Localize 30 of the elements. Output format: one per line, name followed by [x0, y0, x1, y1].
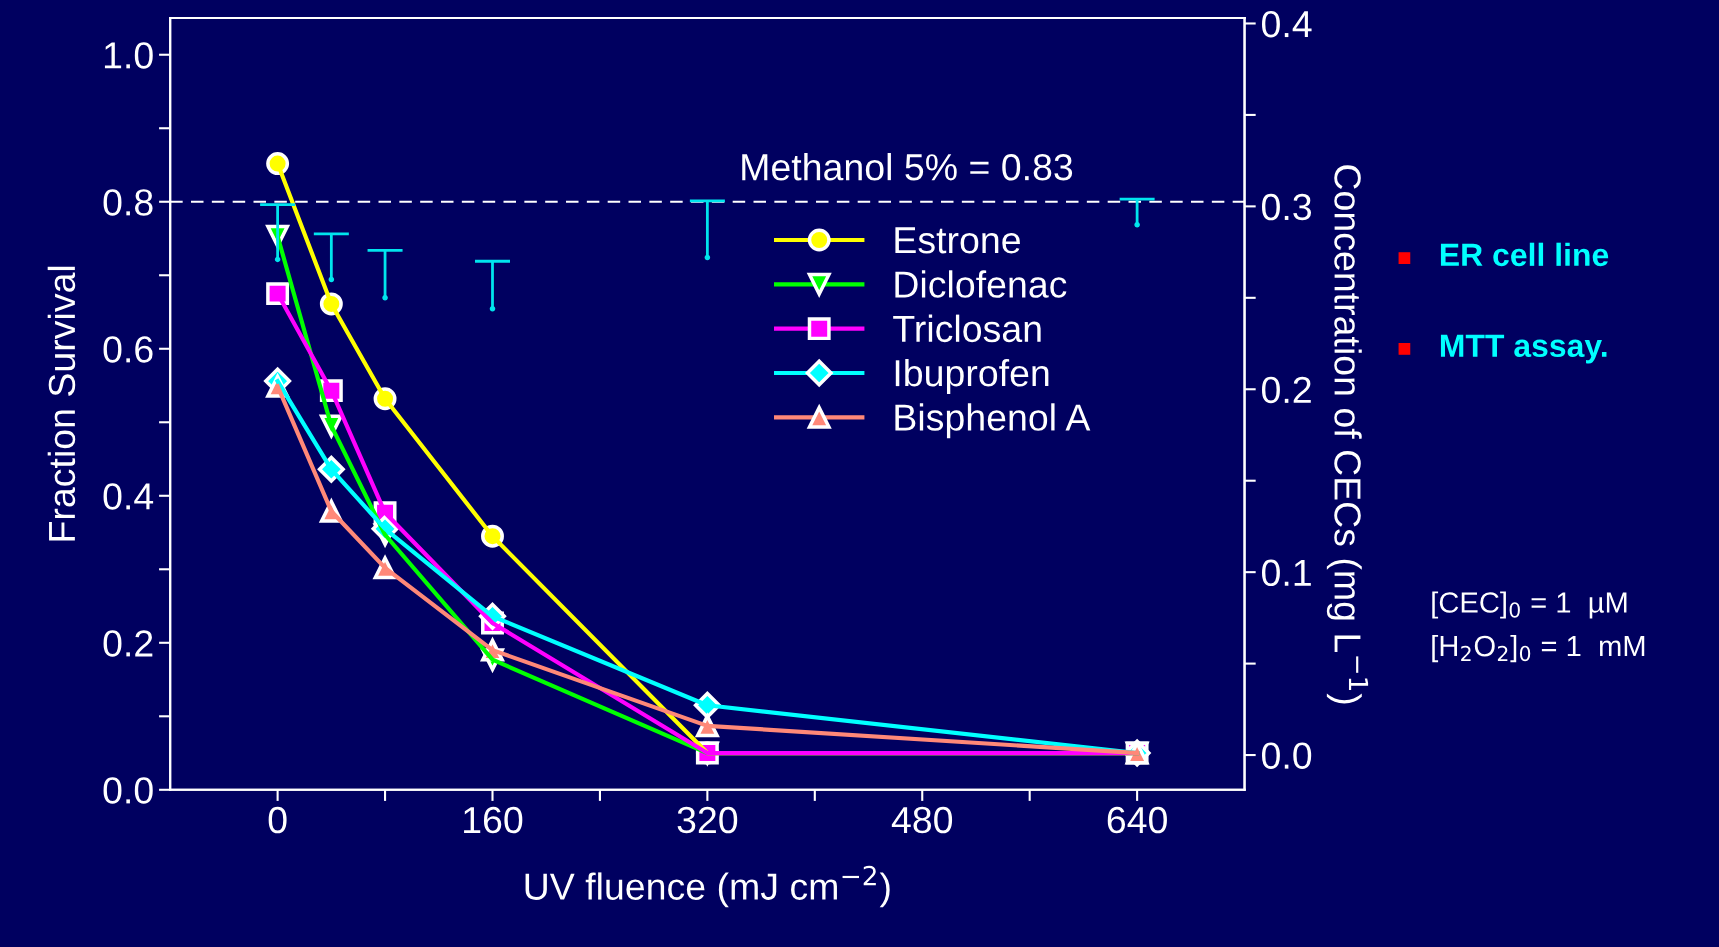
legend-label: Bisphenol A — [895, 403, 1091, 439]
y-tick-label: 0.2 — [103, 630, 153, 657]
legend-label: Estrone — [895, 227, 1020, 254]
y2-tick-label: 0.3 — [1261, 193, 1312, 221]
y-tick-label: 0.4 — [103, 483, 154, 510]
y2-axis-title: Concentration of CECs (mg L$^{−1}$) — [1326, 165, 1369, 704]
y-tick-label: 0.0 — [103, 777, 153, 804]
y2-tick-label: 0.4 — [1261, 10, 1312, 38]
legend-label: Triclosan — [893, 314, 1041, 343]
x-axis-title: UV fluence (mJ cm$^{−2}$) — [525, 865, 890, 908]
y2-tick-label: 0.1 — [1261, 559, 1311, 587]
y2-tick-label: 0.0 — [1261, 742, 1312, 770]
y-tick-label: 0.8 — [103, 189, 153, 216]
x-tick-label: 160 — [464, 806, 523, 834]
text: MTT assay. — [1440, 334, 1607, 364]
point — [266, 282, 290, 306]
y-tick-label: 1.0 — [104, 42, 153, 69]
text: [CEC]$_{0}$ = 1 µM — [1432, 591, 1627, 619]
annotation: Methanol 5% = 0.83 — [742, 152, 1073, 181]
x-tick-label: 480 — [891, 806, 953, 834]
legend-label: Ibuprofen — [895, 358, 1049, 394]
x-tick-label: 640 — [1107, 806, 1167, 834]
x-tick-label: 320 — [677, 806, 738, 834]
text: ER cell line — [1440, 242, 1609, 267]
y-axis-title: Fraction Survival — [47, 266, 76, 541]
legend-label: Diclofenac — [895, 270, 1067, 298]
x-tick-label: 0 — [268, 806, 287, 834]
y-tick-label: 0.6 — [103, 336, 153, 363]
text: [H$_{2}$O$_{2}$]$_{0}$ = 1 mM — [1432, 634, 1645, 663]
y2-tick-label: 0.2 — [1261, 376, 1311, 404]
